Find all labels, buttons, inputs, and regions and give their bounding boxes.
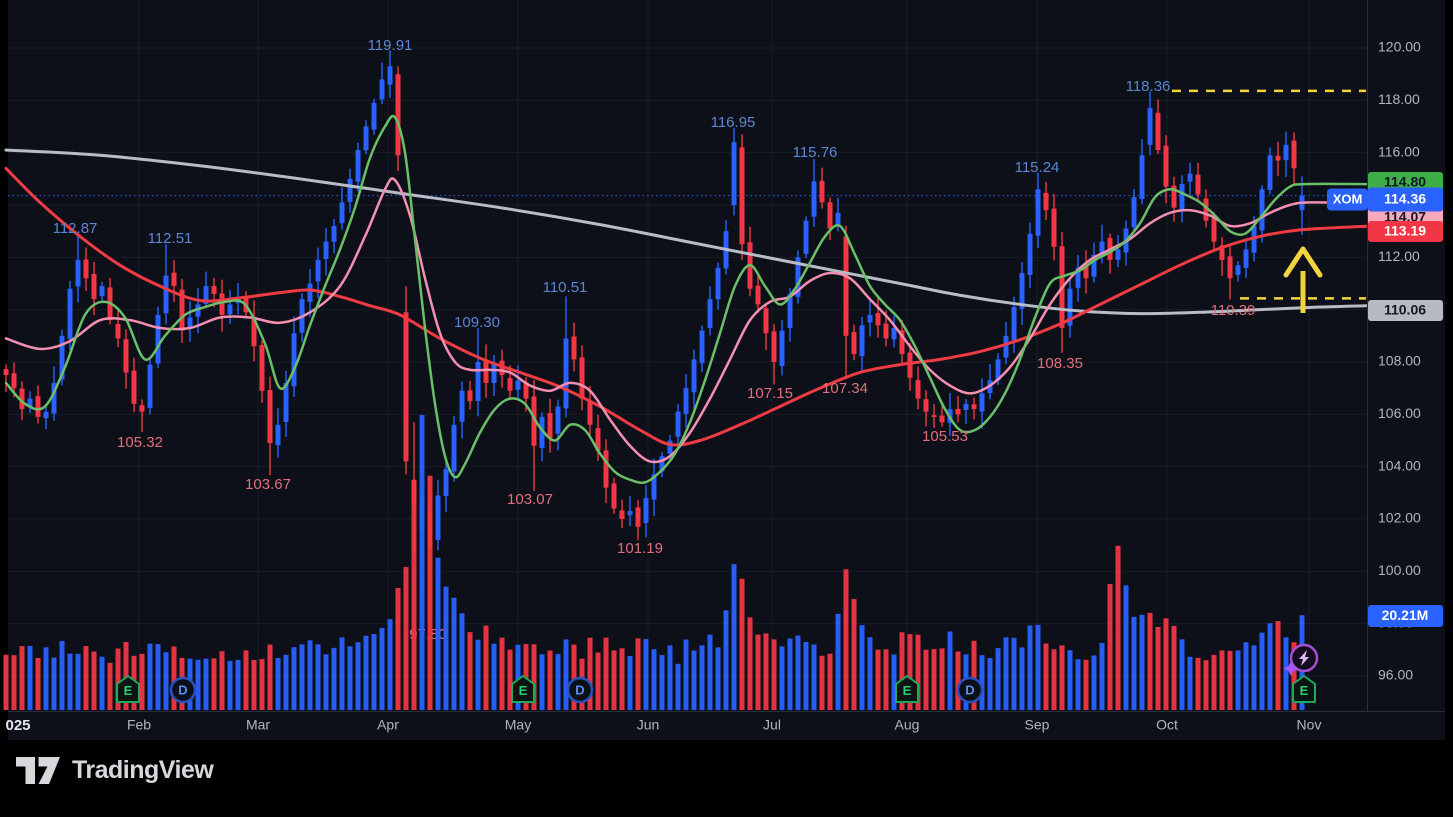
pivot-label-103.67: 103.67 (245, 476, 291, 493)
earnings-icon[interactable] (116, 675, 140, 703)
price-tick-104.00: 104.00 (1378, 457, 1421, 473)
earnings-icon[interactable] (511, 675, 535, 703)
month-label-May: May (505, 717, 531, 733)
ma-white-tag-text: 110.06 (1384, 302, 1426, 318)
month-label-Feb: Feb (127, 717, 151, 733)
ma-red-tag (1368, 221, 1443, 242)
pivot-label-109.30: 109.30 (454, 314, 500, 331)
dividend-letter: D (965, 682, 974, 697)
month-label-Mar: Mar (246, 717, 270, 733)
pivot-label-105.53: 105.53 (922, 428, 968, 445)
price-axis[interactable]: 120.00118.00116.00114.00112.00110.00108.… (1378, 39, 1421, 683)
month-label-Sep: Sep (1025, 717, 1050, 733)
month-label-Apr: Apr (377, 717, 399, 733)
month-label-Nov: Nov (1297, 717, 1322, 733)
up-arrow-head (1283, 246, 1323, 278)
pivot-label-103.07: 103.07 (507, 491, 553, 508)
pivot-label-115.24: 115.24 (1015, 159, 1060, 176)
candlestick-series (3, 50, 1305, 629)
drawing-annotations (1172, 89, 1366, 313)
tradingview-logo-icon (16, 757, 60, 784)
price-tick-96.00: 96.00 (1378, 667, 1413, 683)
earnings-letter: E (903, 683, 912, 698)
price-chart-canvas[interactable]: 97.80119.91118.36116.95115.76115.24112.8… (0, 0, 1453, 740)
volume-tag (1368, 605, 1443, 627)
price-tick-102.00: 102.00 (1378, 510, 1421, 526)
ma-red-100 (4, 166, 1368, 447)
ma-white-tag (1368, 300, 1443, 321)
chart-panel[interactable]: 97.80119.91118.36116.95115.76115.24112.8… (0, 0, 1453, 740)
ma-green-tag-text: 114.80 (1384, 174, 1426, 190)
dividend-icon[interactable] (169, 676, 197, 704)
pivot-label-110.51: 110.51 (543, 279, 588, 296)
month-label-Aug: Aug (895, 717, 920, 733)
ma-white-200 (4, 148, 1368, 316)
pivot-label-101.19: 101.19 (617, 540, 663, 557)
ticker-symbol-tag (1327, 188, 1368, 211)
price-tick-120.00: 120.00 (1378, 39, 1421, 55)
dividend-letter: D (178, 682, 187, 697)
volume-tag-text: 20.21M (1382, 607, 1429, 623)
pivot-label-119.91: 119.91 (368, 37, 413, 54)
ma-red-tag-text: 113.19 (1384, 223, 1426, 239)
moving-averages (4, 114, 1368, 485)
dividend-letter: D (575, 682, 584, 697)
tradingview-logo[interactable]: TradingView (16, 756, 214, 785)
month-label-Jun: Jun (637, 717, 660, 733)
lightning-glyph (1299, 650, 1309, 666)
ticker-symbol-text: XOM (1333, 191, 1363, 206)
pivot-label-115.76: 115.76 (793, 144, 838, 161)
pivot-label-112.51: 112.51 (148, 230, 193, 247)
earnings-icon[interactable] (895, 675, 919, 703)
pivot-label-107.15: 107.15 (747, 385, 793, 402)
dividend-icon[interactable] (956, 676, 984, 704)
time-axis[interactable]: 025 Feb Mar Apr May Jun Jul Aug Sep Oct Nov (5, 717, 1321, 734)
pivot-label-108.35: 108.35 (1037, 355, 1083, 372)
price-tick-116.00: 116.00 (1378, 143, 1420, 159)
earnings-letter: E (124, 683, 133, 698)
gridlines (8, 0, 1367, 712)
last-price-tag (1368, 187, 1443, 212)
price-tick-106.00: 106.00 (1378, 405, 1421, 421)
price-tick-100.00: 100.00 (1378, 562, 1421, 578)
earnings-letter: E (519, 683, 528, 698)
month-label-Jul: Jul (763, 717, 781, 733)
ma-pink-tag-text: 114.07 (1384, 209, 1426, 225)
pivot-label-118.36: 118.36 (1126, 78, 1171, 95)
pivot-label-116.95: 116.95 (711, 114, 756, 131)
sparkle-glyph (1283, 661, 1299, 676)
dividend-icon[interactable] (566, 676, 594, 704)
pivot-label-110.39: 110.39 (1211, 302, 1256, 319)
earnings-letter: E (1300, 683, 1309, 698)
price-tick-118.00: 118.00 (1378, 91, 1420, 107)
year-label: 025 (5, 717, 30, 734)
tradingview-logo-text: TradingView (72, 756, 214, 784)
pivot-label-112.87: 112.87 (53, 220, 98, 237)
pivot-label-107.34: 107.34 (822, 380, 868, 397)
earnings-icon[interactable] (1292, 675, 1316, 703)
pivot-labels: 119.91 118.36 116.95 115.76 115.24 112.87 112.… (53, 37, 1256, 557)
pivot-label-105.32: 105.32 (117, 434, 163, 451)
last-price-tag-text: 114.36 (1384, 191, 1426, 207)
ma-green-10 (4, 114, 1368, 485)
price-tick-112.00: 112.00 (1378, 248, 1420, 264)
month-label-Oct: Oct (1156, 717, 1178, 733)
price-tick-108.00: 108.00 (1378, 353, 1421, 369)
